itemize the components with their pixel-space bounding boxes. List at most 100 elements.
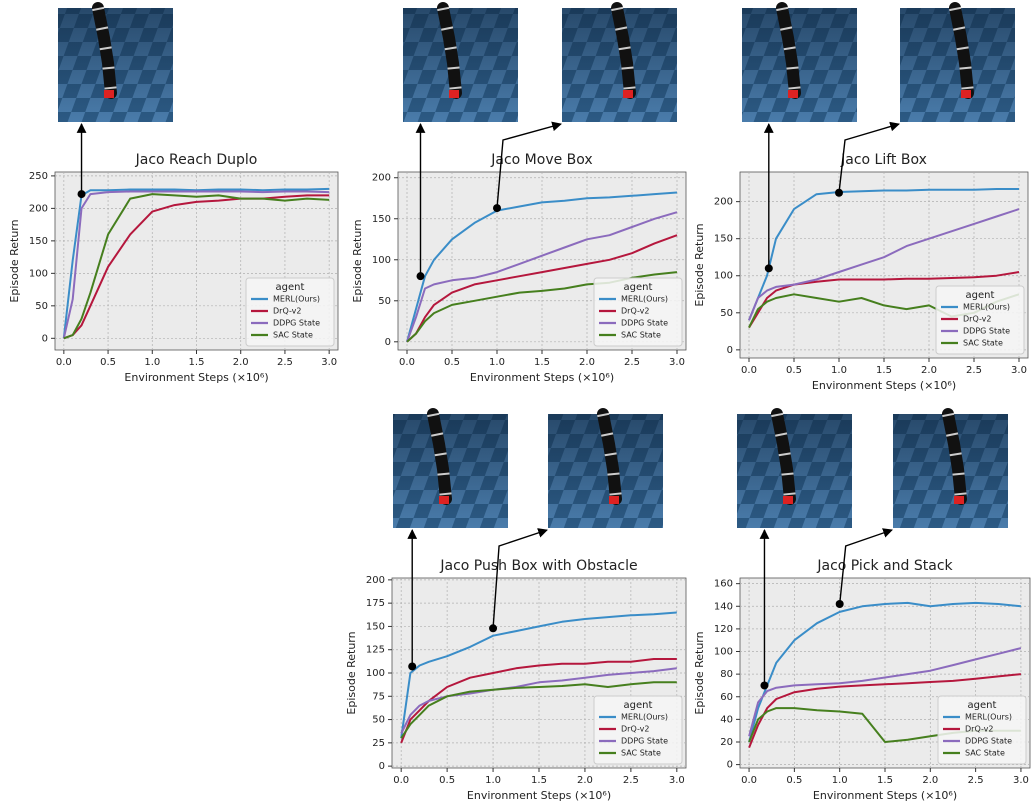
- x-tick-label: 1.5: [189, 357, 205, 368]
- legend-label: DrQ-v2: [963, 315, 991, 324]
- legend-label: DDPG State: [965, 737, 1012, 746]
- robot-image: [58, 2, 173, 122]
- x-tick-label: 1.0: [831, 365, 847, 376]
- y-tick-label: 100: [29, 268, 48, 279]
- y-axis-label: Episode Return: [693, 631, 706, 714]
- x-axis-label: Environment Steps (×10⁶): [813, 789, 957, 802]
- y-tick-label: 175: [366, 598, 385, 609]
- legend-label: SAC State: [621, 331, 661, 340]
- y-tick-label: 60: [720, 692, 733, 703]
- legend-title: agent: [968, 700, 997, 711]
- gripper: [954, 496, 964, 504]
- x-tick-label: 0.0: [56, 357, 72, 368]
- x-tick-label: 0.0: [741, 775, 757, 786]
- y-tick-label: 75: [372, 691, 385, 702]
- legend-label: DrQ-v2: [621, 725, 649, 734]
- y-tick-label: 50: [35, 301, 48, 312]
- legend-title: agent: [276, 282, 305, 293]
- legend-title: agent: [624, 282, 653, 293]
- legend-box: [245, 277, 335, 347]
- legend-box: [935, 285, 1025, 355]
- y-tick-label: 200: [29, 203, 48, 214]
- image-shade: [737, 414, 852, 528]
- series-line: [406, 191, 678, 343]
- x-tick-label: 1.5: [531, 775, 547, 786]
- x-tick-label: 2.5: [968, 775, 984, 786]
- x-tick-label: 0.5: [786, 365, 802, 376]
- y-tick-label: 0: [385, 337, 391, 348]
- series-line: [400, 611, 677, 739]
- x-tick-label: 3.0: [669, 357, 685, 368]
- annotation-point: [835, 188, 843, 197]
- y-axis-label: Episode Return: [8, 219, 21, 302]
- robot-arm: [427, 408, 452, 505]
- robot-image: [393, 408, 508, 528]
- x-tick-label: 1.0: [144, 357, 160, 368]
- chart-title: Jaco Move Box: [490, 152, 592, 168]
- legend-box: [593, 277, 683, 347]
- legend-label: DrQ-v2: [273, 307, 301, 316]
- y-tick-label: 50: [720, 308, 733, 319]
- chart-title: Jaco Reach Duplo: [135, 152, 258, 168]
- y-tick-label: 150: [714, 234, 733, 245]
- x-tick-label: 2.5: [624, 357, 640, 368]
- robot-arm: [437, 2, 462, 99]
- series-line: [748, 208, 1020, 321]
- y-tick-label: 200: [714, 197, 733, 208]
- gripper: [439, 496, 449, 504]
- legend-label: MERL(Ours): [621, 713, 668, 722]
- robot-arm: [611, 2, 636, 99]
- series-line: [748, 188, 1019, 321]
- annotation-arrow: [838, 121, 900, 193]
- y-tick-label: 100: [366, 668, 385, 679]
- chart-title: Jaco Push Box with Obstacle: [439, 558, 637, 574]
- x-tick-label: 0.5: [444, 357, 460, 368]
- x-tick-label: 0.0: [741, 365, 757, 376]
- robot-image: [893, 408, 1008, 528]
- annotation-point: [77, 190, 86, 199]
- robot-image: [548, 408, 663, 528]
- x-tick-label: 3.0: [1013, 775, 1029, 786]
- robot-image: [562, 2, 677, 122]
- y-tick-label: 50: [372, 715, 385, 726]
- x-tick-label: 1.5: [877, 775, 893, 786]
- y-tick-label: 0: [379, 761, 385, 772]
- legend-label: MERL(Ours): [963, 303, 1010, 312]
- image-shade: [58, 8, 173, 122]
- x-tick-label: 2.0: [922, 775, 938, 786]
- y-tick-label: 25: [372, 738, 385, 749]
- legend-label: SAC State: [621, 749, 661, 758]
- x-tick-label: 3.0: [321, 357, 337, 368]
- y-tick-label: 150: [372, 214, 391, 225]
- y-tick-label: 140: [714, 601, 733, 612]
- gripper: [449, 90, 459, 98]
- legend-box: [593, 695, 683, 765]
- x-axis-label: Environment Steps (×10⁶): [124, 371, 268, 384]
- legend-label: DDPG State: [273, 319, 320, 328]
- y-tick-label: 0: [727, 345, 733, 356]
- x-tick-label: 1.5: [534, 357, 550, 368]
- x-tick-label: 1.0: [489, 357, 505, 368]
- x-tick-label: 2.0: [233, 357, 249, 368]
- series-line: [400, 681, 677, 739]
- y-tick-label: 100: [372, 255, 391, 266]
- gripper: [961, 90, 971, 98]
- y-tick-label: 150: [29, 236, 48, 247]
- y-tick-label: 40: [720, 714, 733, 725]
- series-line: [406, 234, 678, 343]
- y-tick-label: 150: [366, 621, 385, 632]
- series-line: [62, 190, 330, 339]
- series-line: [748, 647, 1022, 737]
- legend-label: MERL(Ours): [965, 713, 1012, 722]
- legend-label: SAC State: [273, 331, 313, 340]
- y-tick-label: 80: [720, 669, 733, 680]
- x-tick-label: 2.5: [277, 357, 293, 368]
- annotation-point: [489, 624, 498, 633]
- robot-arm: [771, 408, 796, 505]
- x-tick-label: 2.0: [577, 775, 593, 786]
- legend-label: SAC State: [965, 749, 1005, 758]
- y-tick-label: 20: [720, 737, 733, 748]
- robot-arm: [776, 2, 801, 99]
- series-line: [748, 673, 1022, 748]
- legend-label: DDPG State: [621, 737, 668, 746]
